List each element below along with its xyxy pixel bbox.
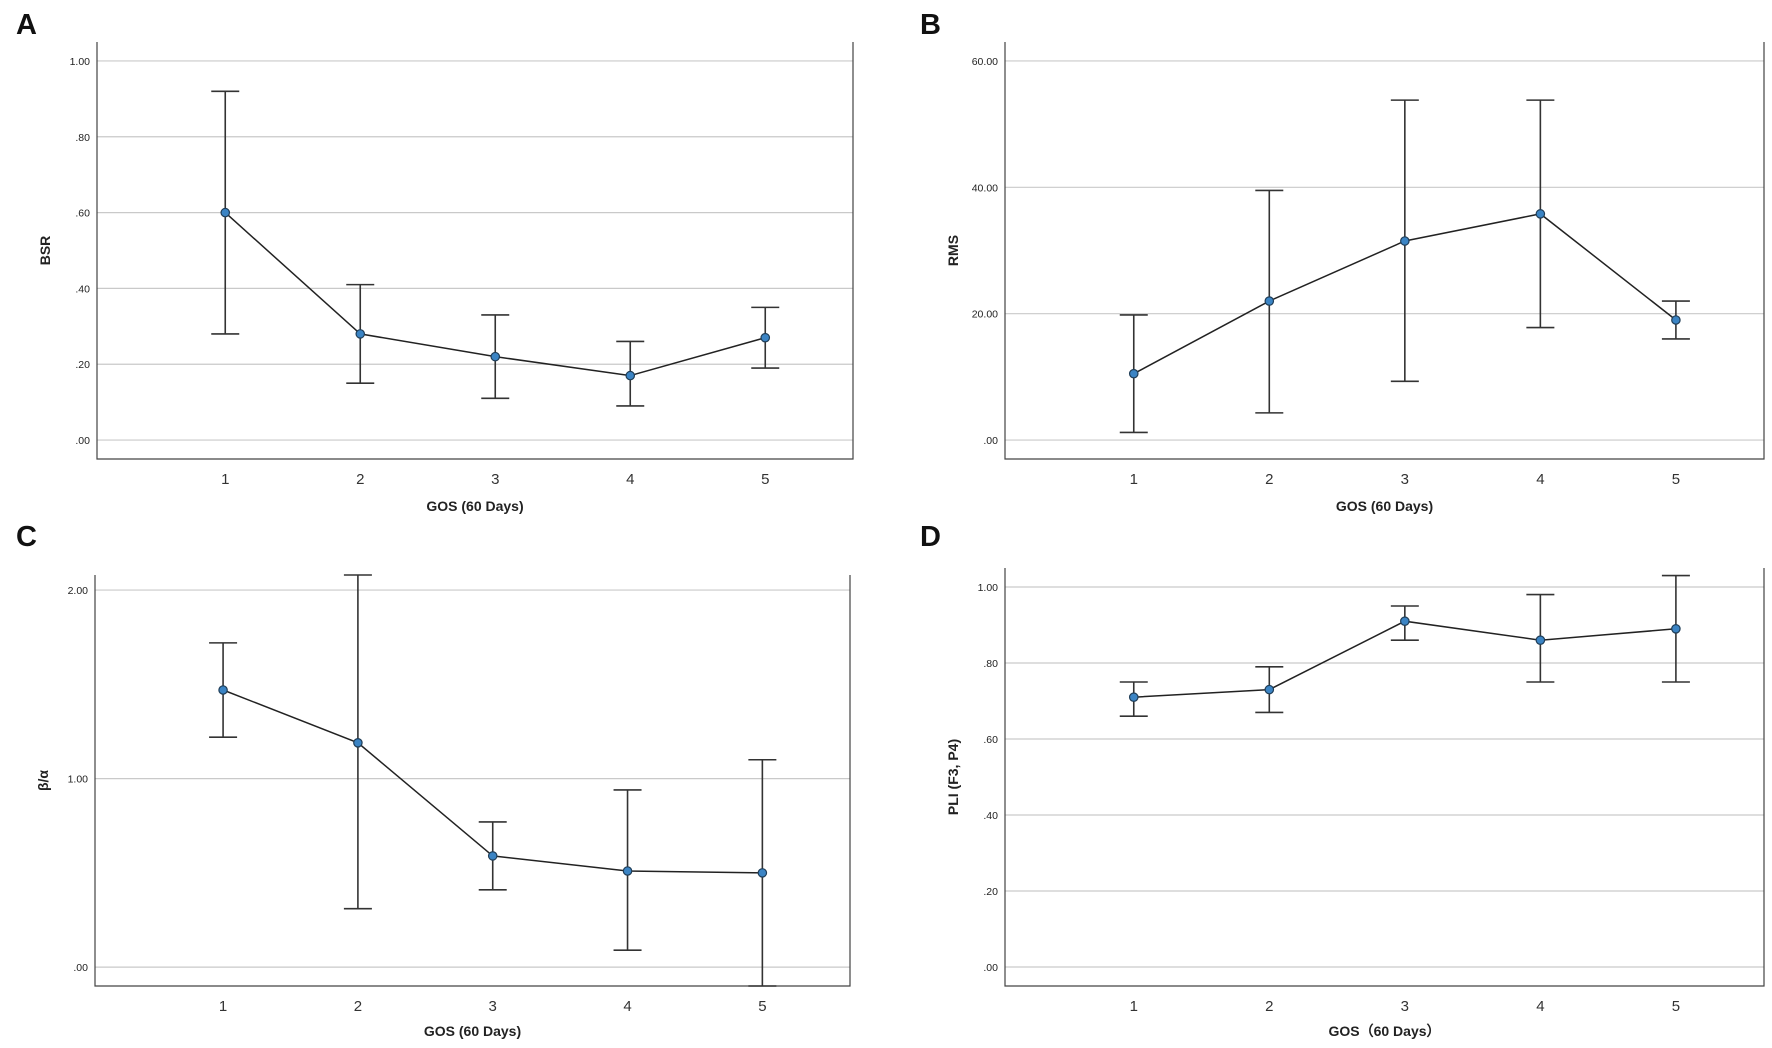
x-tick-label: 5 <box>1672 471 1680 488</box>
panel-letter-b: B <box>920 9 941 41</box>
y-tick-label: 60.00 <box>972 56 998 68</box>
x-tick-label: 4 <box>1536 998 1544 1015</box>
y-tick-label: 20.00 <box>972 309 998 321</box>
y-tick-label: 40.00 <box>972 182 998 194</box>
y-tick-label: .20 <box>75 359 90 371</box>
x-tick-label: 4 <box>1536 471 1544 488</box>
y-tick-label: .40 <box>75 283 90 295</box>
panel-d: D .00 .20 .40 .60 .80 1.00 1 2 3 4 5 GOS（60 Days） PLI… <box>920 521 1765 1039</box>
panel-c: C .00 1.00 2.00 1 2 3 4 5 GOS (60 Days) β/α <box>16 521 851 1039</box>
mean-point <box>1671 623 1681 634</box>
mean-point <box>1264 296 1275 306</box>
mean-point <box>625 370 636 381</box>
x-tick-label: 2 <box>1265 471 1273 488</box>
y-axis-title: BSR <box>37 236 53 266</box>
mean-point <box>1535 209 1546 219</box>
y-axis-title: PLI (F3, P4) <box>945 739 961 815</box>
axis-frame <box>1004 42 1765 460</box>
axis-frame <box>96 42 854 460</box>
axis-frame <box>1004 568 1765 987</box>
x-axis-title: GOS（60 Days） <box>1328 1023 1440 1039</box>
mean-point <box>757 868 768 878</box>
mean-point <box>622 866 633 876</box>
y-tick-label: 1.00 <box>70 56 91 68</box>
x-tick-label: 3 <box>491 471 499 488</box>
y-axis-title: RMS <box>945 235 961 266</box>
x-tick-label: 3 <box>1401 471 1409 488</box>
y-tick-label: .60 <box>983 734 998 746</box>
x-tick-label: 2 <box>1265 998 1273 1015</box>
y-tick-label: .80 <box>983 658 998 670</box>
x-tick-label: 4 <box>623 998 631 1015</box>
y-tick-label: .00 <box>73 962 88 974</box>
panel-letter-c: C <box>16 521 37 553</box>
x-tick-label: 3 <box>489 998 497 1015</box>
mean-point <box>1264 684 1275 695</box>
y-tick-label: .80 <box>75 132 90 144</box>
mean-point <box>1128 692 1139 702</box>
mean-point <box>1671 315 1681 325</box>
mean-point <box>487 851 498 861</box>
x-tick-label: 3 <box>1401 998 1409 1015</box>
mean-point <box>1535 635 1546 645</box>
panel-b: B .00 20.00 40.00 60.00 1 2 3 4 5 GOS (60 Days) RMS <box>920 9 1765 514</box>
mean-point <box>1400 236 1410 246</box>
mean-point <box>218 685 228 695</box>
x-tick-label: 1 <box>1130 471 1138 488</box>
panel-a: A .00 .20 .40 .60 .80 1.00 1 2 3 4 5 GOS (60 Days) BS… <box>16 9 854 514</box>
y-tick-label: 1.00 <box>978 582 999 594</box>
y-tick-label: .00 <box>983 435 998 447</box>
x-tick-label: 5 <box>1672 998 1680 1015</box>
y-tick-label: .40 <box>983 810 998 822</box>
mean-point <box>353 737 363 748</box>
x-tick-label: 5 <box>761 471 769 488</box>
y-tick-label: 1.00 <box>68 774 89 786</box>
x-axis-title: GOS (60 Days) <box>426 498 523 514</box>
x-tick-label: 2 <box>356 471 364 488</box>
x-axis-title: GOS (60 Days) <box>424 1023 521 1039</box>
y-tick-label: .60 <box>75 208 90 220</box>
y-axis-title: β/α <box>35 770 51 791</box>
mean-point <box>220 207 231 218</box>
x-tick-label: 1 <box>219 998 227 1015</box>
y-tick-label: .00 <box>75 435 90 447</box>
mean-point <box>760 332 771 343</box>
y-tick-label: 2.00 <box>68 585 89 597</box>
y-tick-label: .20 <box>983 886 998 898</box>
mean-point <box>355 329 366 339</box>
y-tick-label: .00 <box>983 962 998 974</box>
panel-letter-d: D <box>920 521 941 553</box>
mean-point <box>490 351 501 362</box>
mean-point <box>1128 368 1139 379</box>
panel-letter-a: A <box>16 9 37 41</box>
x-tick-label: 1 <box>221 471 229 488</box>
x-axis-title: GOS (60 Days) <box>1336 498 1433 514</box>
axis-frame <box>94 575 851 987</box>
mean-point <box>1400 616 1410 626</box>
x-tick-label: 1 <box>1130 998 1138 1015</box>
x-tick-label: 4 <box>626 471 634 488</box>
x-tick-label: 2 <box>354 998 362 1015</box>
x-tick-label: 5 <box>758 998 766 1015</box>
